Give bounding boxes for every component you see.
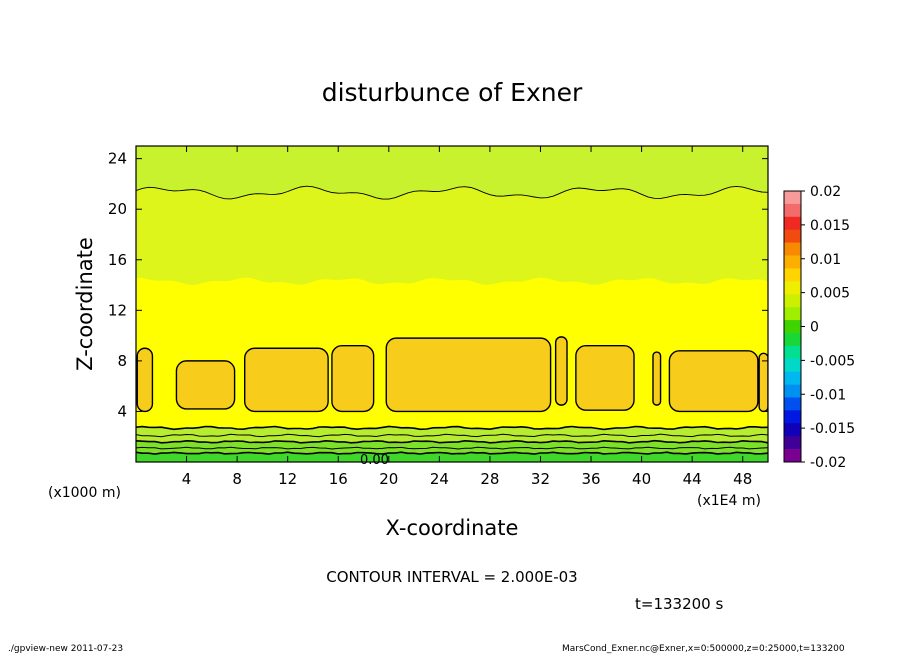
- y-tick-label: 8: [117, 352, 127, 370]
- chart-title: disturbunce of Exner: [322, 78, 583, 107]
- colorbar-swatch: [784, 410, 801, 424]
- colorbar-swatch: [784, 281, 801, 295]
- contour-interval-text: CONTOUR INTERVAL = 2.000E-03: [326, 568, 577, 586]
- y-tick-label: 16: [108, 251, 127, 269]
- contour-line: [136, 425, 768, 431]
- colorbar-label: 0.015: [810, 218, 850, 234]
- x-axis: 4 8 12 16 20 24 28 32 36 40 44 48: [182, 146, 752, 488]
- colorbar-swatch: [784, 423, 801, 437]
- contour-line: [136, 433, 768, 438]
- colorbar-swatch: [784, 345, 801, 360]
- footer-left-text: ./gpview-new 2011-07-23: [8, 644, 123, 654]
- contour-cell: [331, 345, 375, 413]
- colorbar-swatch: [784, 436, 801, 450]
- x-tick-label: 36: [581, 470, 600, 488]
- contour-lines: [136, 185, 768, 455]
- colorbar-swatch: [784, 255, 801, 269]
- contour-cell: [385, 337, 552, 413]
- y-tick-label: 4: [117, 402, 127, 420]
- colorbar-swatch: [784, 229, 801, 243]
- x-tick-label: 8: [232, 470, 242, 488]
- x-unit-right-label: (x1E4 m): [697, 493, 761, 509]
- colorbar-swatch: [784, 307, 801, 321]
- x-tick-label: 48: [733, 470, 752, 488]
- y-axis-title: Z-coordinate: [73, 237, 97, 371]
- y-axis: 4 8 12 16 20 24: [108, 150, 768, 420]
- x-tick-label: 24: [430, 470, 449, 488]
- x-tick-label: 28: [480, 470, 499, 488]
- colorbar-swatch: [784, 268, 801, 282]
- colorbar-swatch: [784, 216, 801, 231]
- colorbar-label: 0: [810, 320, 819, 336]
- contour-line: [136, 446, 768, 450]
- colorbar: 0.02 0.015 0.01 0.005 0 -0.005 -0.01 -0.015 -0.0…: [783, 184, 855, 471]
- contour-cell: [668, 350, 759, 413]
- contour-cell: [575, 345, 635, 411]
- contour-cell: [175, 360, 236, 410]
- y-tick-label: 24: [108, 150, 127, 168]
- colorbar-swatch: [784, 203, 801, 218]
- x-tick-label: 20: [379, 470, 398, 488]
- time-text: t=133200 s: [635, 595, 723, 613]
- colorbar-swatch: [784, 294, 801, 308]
- contour-cell: [652, 351, 662, 406]
- colorbar-label: -0.015: [810, 421, 855, 437]
- contour-line: [136, 451, 768, 455]
- colorbar-label: 0.02: [810, 184, 841, 200]
- plot-area: [136, 146, 768, 462]
- x-unit-left-label: (x1000 m): [48, 485, 121, 501]
- colorbar-label: -0.02: [810, 455, 846, 471]
- colorbar-label: 0.005: [810, 286, 850, 302]
- contour-label: 0.00: [360, 453, 389, 468]
- contour-line: [136, 439, 768, 444]
- low-region-3: [136, 452, 768, 462]
- colorbar-swatch: [784, 242, 801, 256]
- contour-cell: [244, 347, 329, 413]
- colorbar-swatch: [784, 449, 801, 463]
- contour-cells: [136, 336, 768, 413]
- x-tick-label: 44: [683, 470, 702, 488]
- colorbar-label: -0.005: [810, 353, 855, 369]
- x-tick-label: 40: [632, 470, 651, 488]
- y-tick-label: 12: [108, 301, 127, 319]
- colorbar-label: 0.01: [810, 252, 841, 268]
- colorbar-label: -0.01: [810, 387, 846, 403]
- colorbar-swatch: [784, 371, 801, 385]
- plot-frame: [135, 145, 769, 463]
- colorbar-swatch: [784, 384, 801, 398]
- colorbar-swatch: [784, 332, 801, 347]
- colorbar-swatch: [784, 191, 801, 205]
- colorbar-swatch: [784, 358, 801, 372]
- x-tick-label: 4: [182, 470, 192, 488]
- contour-cell: [554, 336, 568, 406]
- x-tick-label: 12: [278, 470, 297, 488]
- contour-line: [136, 185, 768, 200]
- footer-right-text: MarsCond_Exner.nc@Exner,x=0:500000,z=0:2…: [562, 644, 845, 654]
- contour-cell: [758, 352, 768, 413]
- contour-cell: [136, 347, 154, 413]
- x-tick-label: 32: [531, 470, 550, 488]
- colorbar-swatch: [784, 397, 801, 411]
- y-tick-label: 20: [108, 200, 127, 218]
- x-tick-label: 16: [329, 470, 348, 488]
- x-axis-title: X-coordinate: [386, 516, 519, 540]
- colorbar-swatch: [784, 320, 801, 334]
